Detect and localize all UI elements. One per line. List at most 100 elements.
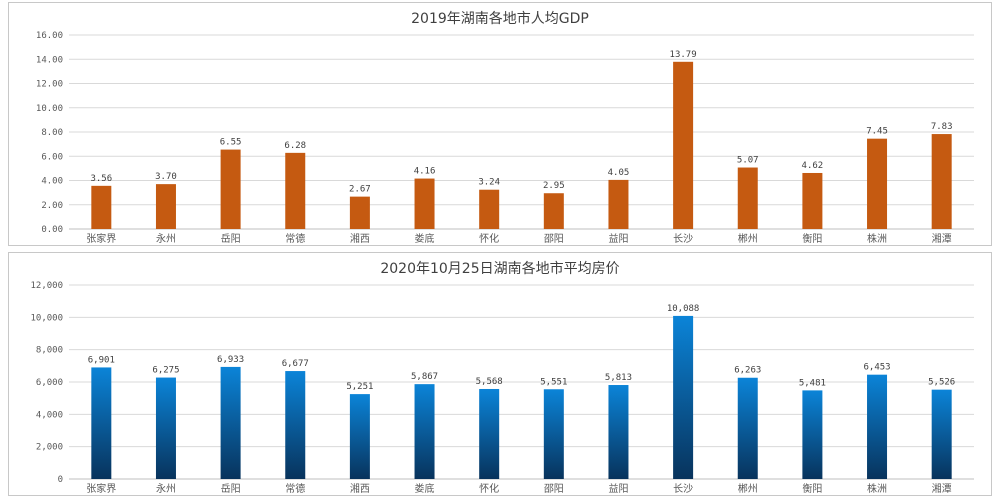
y-tick-label: 4,000 [36,410,63,420]
data-label: 6,263 [734,366,761,376]
bar [673,61,694,229]
data-label: 6,933 [217,355,244,365]
bar [931,134,952,229]
bar [737,377,758,479]
x-tick-label: 张家界 [86,232,116,245]
y-tick-label: 2.00 [41,201,63,211]
data-label: 6,677 [282,359,309,369]
x-tick-label: 邵阳 [544,483,564,495]
x-tick-label: 怀化 [479,232,499,245]
data-label: 6,901 [88,355,115,365]
bar [931,389,952,479]
x-tick-label: 湘西 [350,232,370,245]
x-tick-label: 衡阳 [802,483,822,495]
y-tick-label: 10.00 [36,104,63,114]
x-tick-label: 益阳 [608,482,628,495]
bar [608,179,629,229]
data-label: 2.95 [543,181,565,191]
bar [737,167,758,229]
x-tick-label: 长沙 [673,233,693,245]
data-label: 5,481 [799,378,826,388]
gdp-chart-panel: 2019年湖南各地市人均GDP 0.00 2.00 4.00 6.00 8.00 10.0… [8,2,992,246]
x-tick-label: 娄底 [415,482,435,495]
gdp-bar-chart: 2019年湖南各地市人均GDP 0.00 2.00 4.00 6.00 8.00 10.0… [36,10,974,245]
bar [802,172,823,229]
x-tick-label: 湘潭 [932,232,952,245]
bar [285,371,306,479]
bar [155,184,176,229]
data-label: 2.67 [349,185,371,195]
bar [479,388,500,479]
bar [91,185,112,229]
data-label: 13.79 [670,50,697,60]
data-label: 10,088 [667,304,700,314]
bar [220,149,241,229]
x-tick-label: 岳阳 [221,483,241,495]
bar [867,374,888,479]
chart-title: 2020年10月25日湖南各地市平均房价 [380,260,619,277]
data-label: 5,568 [476,377,503,387]
y-tick-label: 14.00 [36,55,63,65]
x-tick-label: 郴州 [738,482,758,495]
x-tick-label: 娄底 [415,232,435,245]
x-tick-label: 永州 [156,232,176,245]
house-price-chart-panel: 2020年10月25日湖南各地市平均房价 0 2,000 4,000 6,000 8,0… [8,252,992,496]
data-label: 5.07 [737,156,759,166]
x-tick-label: 衡阳 [802,233,822,245]
y-tick-label: 4.00 [41,177,63,187]
data-label: 5,526 [928,378,955,388]
bar [479,189,500,229]
y-tick-label: 6,000 [36,378,63,388]
data-label: 3.24 [478,178,500,188]
x-tick-label: 长沙 [673,483,693,495]
y-tick-label: 0 [58,475,63,485]
bar [608,385,629,479]
bar [285,152,306,229]
y-tick-label: 8,000 [36,346,63,356]
data-label: 5,551 [540,377,567,387]
data-label: 4.16 [414,167,436,177]
x-tick-label: 湘潭 [932,482,952,495]
x-tick-label: 益阳 [608,232,628,245]
bar [414,384,435,479]
data-label: 6,275 [152,366,179,376]
data-label: 6,453 [863,363,890,373]
x-tick-label: 湘西 [350,482,370,495]
data-label: 7.45 [866,127,888,137]
house-price-bar-chart: 2020年10月25日湖南各地市平均房价 0 2,000 4,000 6,000 8,0… [30,260,974,495]
x-tick-label: 邵阳 [544,233,564,245]
data-label: 6.28 [284,141,306,151]
y-tick-label: 8.00 [41,128,63,138]
bar [543,193,564,229]
data-label: 7.83 [931,122,953,132]
x-tick-label: 株洲 [867,482,887,495]
data-label: 3.56 [90,174,112,184]
chart-title: 2019年湖南各地市人均GDP [411,10,589,27]
bar [349,196,370,229]
bar [414,178,435,229]
x-tick-label: 常德 [285,482,305,495]
x-tick-label: 岳阳 [221,233,241,245]
y-tick-label: 0.00 [41,225,63,235]
x-tick-label: 张家界 [86,482,116,495]
data-label: 4.05 [608,168,630,178]
data-label: 4.62 [802,161,824,171]
data-label: 5,867 [411,372,438,382]
data-label: 3.70 [155,172,177,182]
y-tick-label: 6.00 [41,152,63,162]
bar [867,138,888,229]
bar [673,315,694,479]
bar [155,377,176,479]
x-tick-label: 怀化 [479,482,499,495]
bar [802,390,823,479]
bar [349,394,370,479]
x-tick-label: 永州 [156,482,176,495]
bar [543,389,564,479]
x-tick-label: 郴州 [738,232,758,245]
x-tick-label: 株洲 [867,232,887,245]
data-label: 5,813 [605,373,632,383]
y-tick-label: 10,000 [30,313,63,323]
x-tick-label: 常德 [285,232,305,245]
bar [91,367,112,479]
bar [220,366,241,479]
